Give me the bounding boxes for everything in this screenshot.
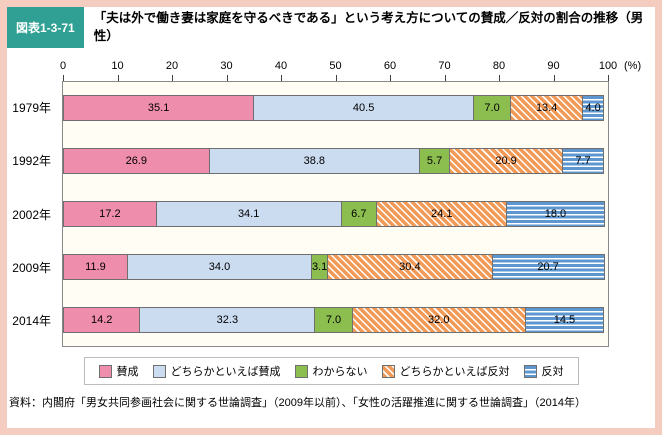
x-tick-mark (117, 75, 119, 81)
y-axis-label: 2009年 (12, 260, 51, 275)
bar-segment: 7.0 (314, 306, 353, 333)
x-tick-label-50: 50 (329, 60, 342, 72)
legend-label: どちらかといえば反対 (399, 366, 510, 378)
bar-segment: 7.0 (473, 95, 512, 122)
figure-title: 「夫は外で働き妻は家庭を守るべきである」という考え方についての賛成／反対の割合の… (93, 11, 644, 43)
x-axis: (%) 0 10 20 30 40 50 60 70 80 90 100 (59, 60, 641, 81)
bar-segment: 6.7 (340, 200, 378, 227)
bar-segment: 18.0 (506, 200, 605, 227)
bar-row: 14.2 32.3 7.0 32.0 14.5 (63, 293, 608, 346)
bar-segment: 17.2 (63, 200, 157, 227)
bar-row: 11.9 34.0 3.1 30.4 20.7 (63, 240, 608, 293)
y-axis-label: 1979年 (12, 101, 51, 116)
bar-segment: 24.1 (376, 200, 508, 227)
bar-segment: 26.9 (63, 148, 210, 175)
bar-segment: 11.9 (63, 253, 128, 280)
bar-segment: 32.0 (351, 306, 526, 333)
stacked-bar: 17.2 34.1 6.7 24.1 18.0 (63, 200, 608, 227)
legend-item: どちらかといえば反対 (381, 363, 510, 379)
bar-segment: 20.9 (449, 148, 563, 175)
bar-segment: 4.0 (582, 95, 604, 122)
x-tick-mark (281, 75, 282, 81)
x-tick-label-0: 0 (59, 60, 67, 72)
bar-segment: 3.1 (311, 253, 329, 280)
legend-item: どちらかといえば賛成 (152, 363, 281, 379)
x-tick-mark (608, 75, 609, 81)
bar-segment: 14.5 (524, 306, 604, 333)
bar-segment: 38.8 (208, 148, 421, 175)
figure-body: 図表1-3-71 「夫は外で働き妻は家庭を守るべきである」という考え方についての… (7, 7, 655, 428)
stacked-bar: 14.2 32.3 7.0 32.0 14.5 (63, 306, 608, 333)
y-axis-label: 2002年 (12, 207, 51, 222)
x-tick-label-100: 100 (598, 60, 618, 72)
x-tick-label-60: 60 (383, 60, 397, 72)
y-axis-label: 1992年 (12, 154, 51, 169)
legend-item: 反対 (523, 363, 564, 379)
y-axis-label: 2014年 (12, 313, 51, 328)
x-tick-label-30: 30 (220, 60, 233, 72)
x-tick-mark (226, 75, 228, 81)
x-axis-unit-label: (%) (624, 60, 642, 72)
x-tick-label-90: 90 (547, 60, 560, 72)
bar-rows: 35.1 40.5 7.0 13.4 4.0 26.9 38.8 5.7 20.9 7.7 17.2… (63, 82, 608, 346)
bar-segment: 20.7 (491, 253, 605, 280)
bar-row: 17.2 34.1 6.7 24.1 18.0 (63, 188, 608, 241)
bar-segment: 32.3 (139, 306, 316, 333)
bar-segment: 7.7 (562, 148, 604, 175)
legend-swatch (381, 364, 395, 378)
stacked-bar: 11.9 34.0 3.1 30.4 20.7 (63, 253, 608, 280)
bar-segment: 34.0 (126, 253, 313, 280)
x-tick-mark (390, 75, 391, 81)
bar-segment: 40.5 (253, 95, 474, 122)
x-tick-label-40: 40 (274, 60, 288, 72)
x-tick-label-80: 80 (492, 60, 506, 72)
bar-segment: 13.4 (510, 95, 584, 122)
bar-segment: 30.4 (327, 253, 493, 280)
x-tick-mark (499, 75, 500, 81)
bar-segment: 5.7 (419, 148, 451, 175)
x-tick-mark (172, 75, 173, 81)
x-tick-mark (63, 75, 64, 81)
bar-row: 35.1 40.5 7.0 13.4 4.0 (63, 82, 608, 135)
plot-area: 35.1 40.5 7.0 13.4 4.0 26.9 38.8 5.7 20.9 7.7 17.2… (62, 81, 609, 347)
bar-row: 26.9 38.8 5.7 20.9 7.7 (63, 135, 608, 188)
x-tick-mark (444, 75, 446, 81)
stacked-bar: 26.9 38.8 5.7 20.9 7.7 (63, 148, 608, 175)
legend-label: わからない (312, 366, 368, 378)
bar-segment: 14.2 (63, 306, 141, 333)
figure-number-badge: 図表1-3-71 (7, 7, 84, 48)
legend: 賛成 どちらかといえば賛成 わからない どちらかといえば反対 反対 (83, 357, 579, 385)
x-tick-label-70: 70 (438, 60, 451, 72)
legend-swatch (98, 364, 112, 378)
x-tick-label-10: 10 (111, 60, 124, 72)
figure-header: 図表1-3-71 「夫は外で働き妻は家庭を守るべきである」という考え方についての… (7, 7, 655, 48)
legend-label: 反対 (541, 366, 564, 378)
y-axis-labels: 1979年 1992年 2002年 2009年 2014年 (7, 81, 57, 347)
stacked-bar-chart: (%) 0 10 20 30 40 50 60 70 80 90 100 1979年 1992年 200… (7, 60, 655, 348)
legend-label: 賛成 (116, 366, 139, 378)
x-tick-mark (335, 75, 337, 81)
legend-swatch (523, 364, 537, 378)
bar-segment: 35.1 (63, 95, 255, 122)
legend-swatch (152, 364, 166, 378)
x-tick-label-20: 20 (165, 60, 179, 72)
x-tick-mark (553, 75, 555, 81)
legend-swatch (294, 364, 308, 378)
bar-segment: 34.1 (155, 200, 342, 227)
source-note: 資料：内閣府「男女共同参画社会に関する世論調査」（2009年以前）、「女性の活躍… (9, 397, 586, 409)
legend-item: わからない (294, 363, 368, 379)
legend-item: 賛成 (98, 363, 139, 379)
stacked-bar: 35.1 40.5 7.0 13.4 4.0 (63, 95, 608, 122)
legend-label: どちらかといえば賛成 (170, 366, 281, 378)
